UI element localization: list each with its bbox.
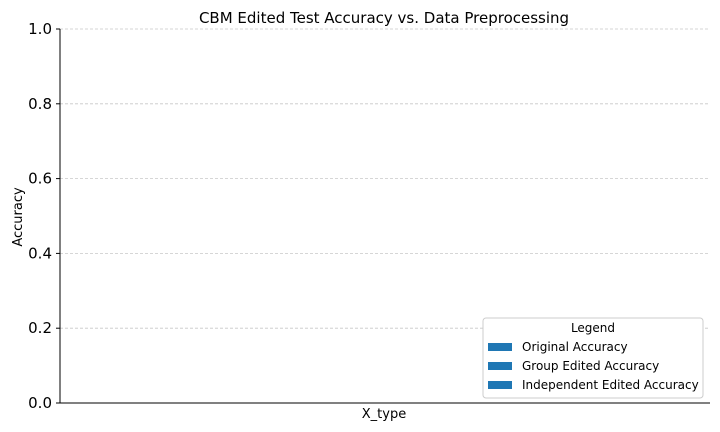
gridlines bbox=[60, 28, 710, 329]
y-ticks: 0.0 0.2 0.4 0.6 0.8 1.0 bbox=[28, 20, 60, 412]
y-tick-label: 1.0 bbox=[28, 20, 52, 38]
y-tick-label: 0.4 bbox=[28, 244, 52, 262]
legend-swatch bbox=[488, 343, 512, 351]
y-tick-label: 0.0 bbox=[28, 394, 52, 412]
legend-title: Legend bbox=[571, 321, 615, 335]
y-tick-label: 0.2 bbox=[28, 319, 52, 337]
x-axis-label: X_type bbox=[362, 407, 406, 422]
chart-title: CBM Edited Test Accuracy vs. Data Prepro… bbox=[199, 9, 569, 27]
legend-label: Original Accuracy bbox=[522, 340, 628, 354]
legend-box bbox=[482, 317, 704, 399]
legend-swatch bbox=[488, 362, 512, 370]
legend: Legend Original Accuracy Group Edited Acc… bbox=[482, 317, 704, 399]
legend-label: Independent Edited Accuracy bbox=[522, 378, 699, 392]
axes bbox=[59, 29, 710, 404]
legend-swatch bbox=[488, 381, 512, 389]
legend-entries: Original Accuracy Group Edited Accuracy In… bbox=[488, 340, 699, 392]
y-tick-label: 0.8 bbox=[28, 95, 52, 113]
legend-label: Group Edited Accuracy bbox=[522, 359, 659, 373]
y-tick-label: 0.6 bbox=[28, 170, 52, 188]
y-axis-label: Accuracy bbox=[11, 187, 26, 247]
